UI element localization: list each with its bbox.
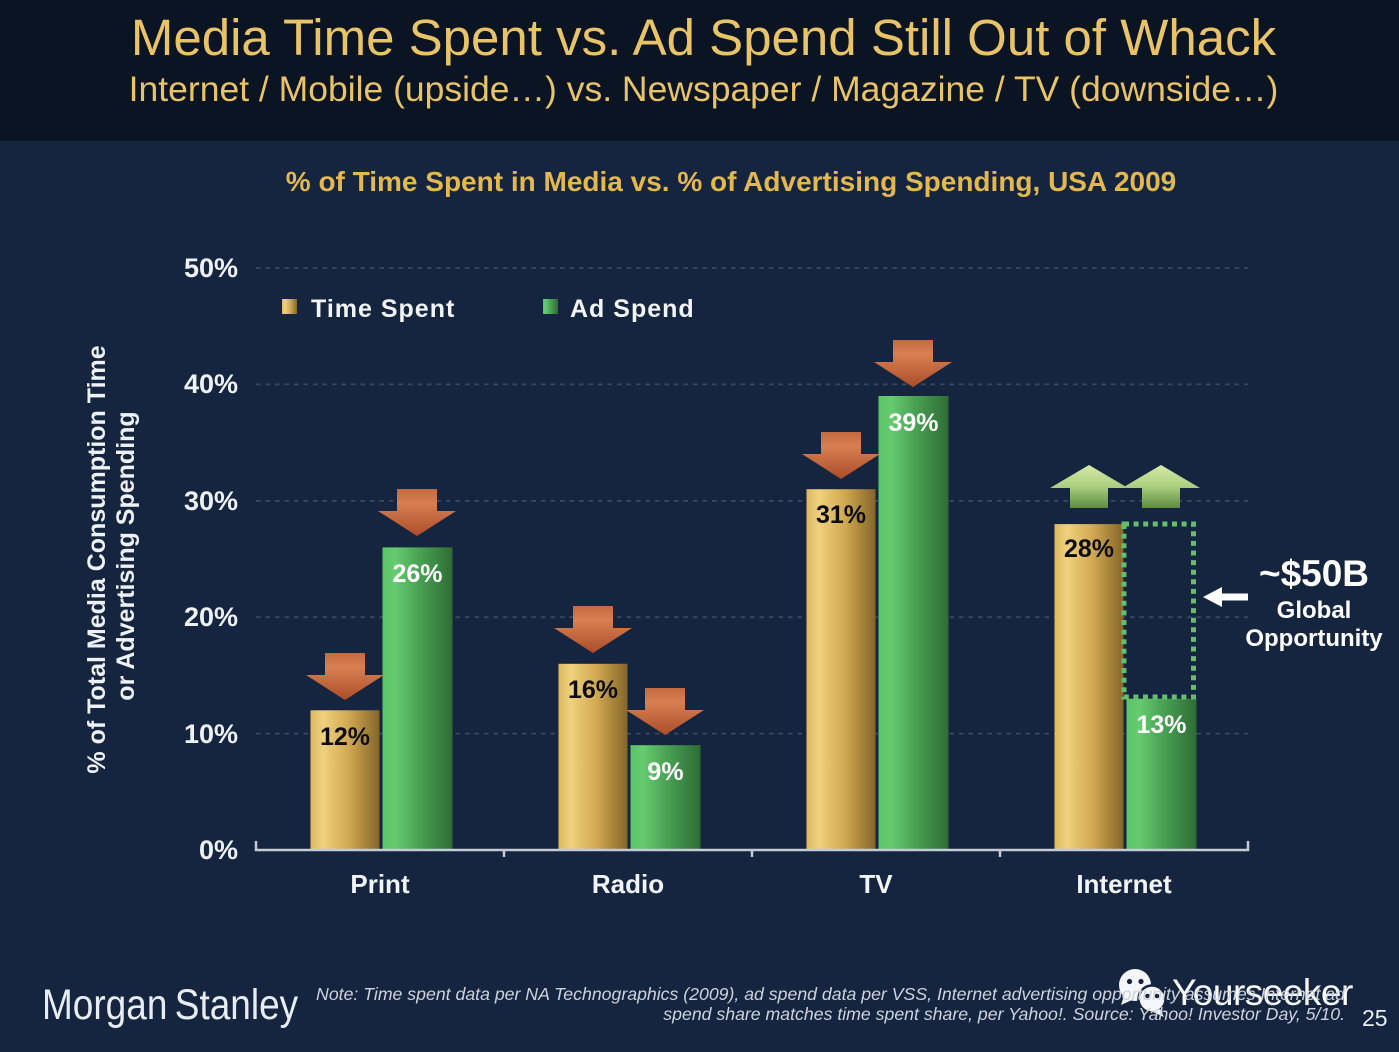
svg-text:Internet: Internet xyxy=(1076,869,1172,899)
svg-text:0%: 0% xyxy=(199,835,238,865)
svg-text:Print: Print xyxy=(350,869,410,899)
svg-text:Ad Spend: Ad Spend xyxy=(570,295,695,323)
svg-text:10%: 10% xyxy=(184,719,238,749)
svg-text:50%: 50% xyxy=(184,253,238,283)
svg-text:% of Total Media Consumption T: % of Total Media Consumption Time or Adv… xyxy=(83,338,140,773)
svg-text:12%: 12% xyxy=(320,723,370,751)
svg-text:Time Spent: Time Spent xyxy=(311,295,455,323)
svg-text:13%: 13% xyxy=(1136,711,1186,739)
svg-text:16%: 16% xyxy=(568,676,618,704)
svg-text:39%: 39% xyxy=(888,409,938,437)
svg-text:Radio: Radio xyxy=(592,869,664,899)
svg-text:30%: 30% xyxy=(184,486,238,516)
svg-text:9%: 9% xyxy=(647,758,683,786)
svg-text:40%: 40% xyxy=(184,369,238,399)
svg-text:Opportunity: Opportunity xyxy=(1245,625,1383,652)
svg-text:TV: TV xyxy=(859,869,893,899)
svg-text:20%: 20% xyxy=(184,602,238,632)
svg-text:Global: Global xyxy=(1277,597,1352,624)
svg-text:31%: 31% xyxy=(816,501,866,529)
svg-text:26%: 26% xyxy=(392,560,442,588)
svg-text:28%: 28% xyxy=(1064,535,1114,563)
svg-text:~$50B: ~$50B xyxy=(1259,553,1369,594)
